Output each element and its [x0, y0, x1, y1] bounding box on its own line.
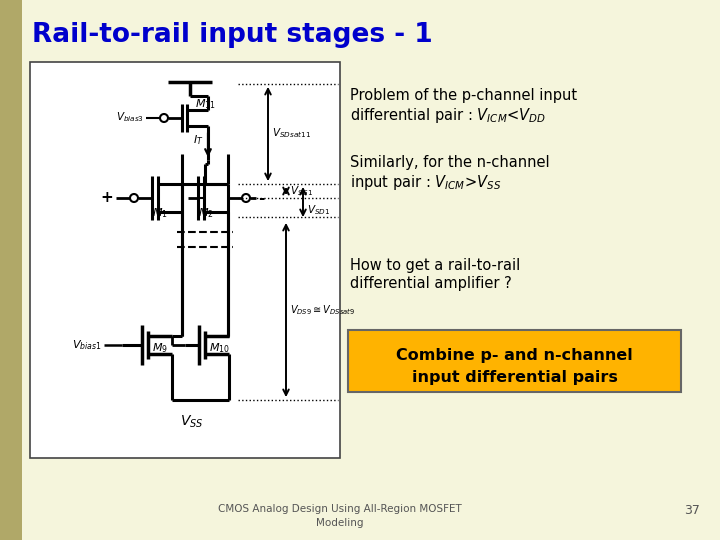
- Text: How to get a rail-to-rail: How to get a rail-to-rail: [350, 258, 521, 273]
- Text: +: +: [100, 191, 113, 206]
- Text: $V_{SDsat11}$: $V_{SDsat11}$: [272, 126, 311, 140]
- Text: input pair : $V_{ICM}$>$V_{SS}$: input pair : $V_{ICM}$>$V_{SS}$: [350, 173, 501, 192]
- Text: $V_{bias3}$: $V_{bias3}$: [116, 110, 144, 124]
- Text: differential pair : $V_{ICM}$<$V_{DD}$: differential pair : $V_{ICM}$<$V_{DD}$: [350, 106, 546, 125]
- Bar: [30, 62, 340, 458]
- Text: $M_{10}$: $M_{10}$: [209, 341, 230, 355]
- Text: Rail-to-rail input stages - 1: Rail-to-rail input stages - 1: [32, 22, 433, 48]
- Text: differential amplifier ?: differential amplifier ?: [350, 276, 512, 291]
- Text: $V_{SS}$: $V_{SS}$: [180, 414, 204, 430]
- Text: Problem of the p-channel input: Problem of the p-channel input: [350, 88, 577, 103]
- Bar: [348, 330, 681, 392]
- Text: $V_{bias1}$: $V_{bias1}$: [72, 338, 102, 352]
- Text: CMOS Analog Design Using All-Region MOSFET: CMOS Analog Design Using All-Region MOSF…: [218, 504, 462, 514]
- Text: 37: 37: [684, 504, 700, 517]
- Text: input differential pairs: input differential pairs: [412, 370, 618, 385]
- Text: Similarly, for the n-channel: Similarly, for the n-channel: [350, 155, 549, 170]
- Text: $M_2$: $M_2$: [198, 206, 214, 220]
- Text: $V_{SG1}$: $V_{SG1}$: [290, 184, 313, 198]
- Bar: [0, 0, 22, 540]
- Text: $M_1$: $M_1$: [152, 206, 168, 220]
- Text: -: -: [258, 191, 264, 206]
- Text: $M_{11}$: $M_{11}$: [195, 97, 216, 111]
- Text: $I_T$: $I_T$: [194, 133, 204, 147]
- Text: $V_{SD1}$: $V_{SD1}$: [307, 203, 330, 217]
- Text: Modeling: Modeling: [316, 518, 364, 528]
- Text: $V_{DS9}{\cong}V_{DSsat9}$: $V_{DS9}{\cong}V_{DSsat9}$: [290, 303, 355, 317]
- Text: $M_9$: $M_9$: [152, 341, 168, 355]
- Text: Combine p- and n-channel: Combine p- and n-channel: [396, 348, 633, 363]
